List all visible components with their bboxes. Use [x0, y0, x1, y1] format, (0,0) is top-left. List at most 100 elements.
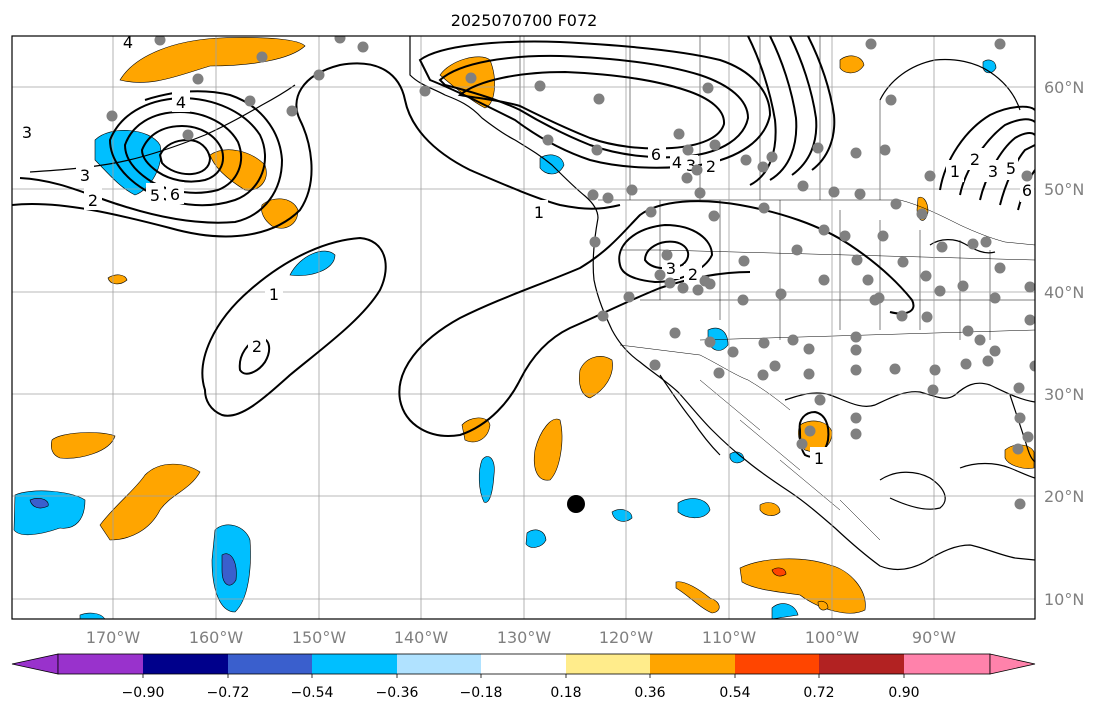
contour-line	[643, 240, 690, 270]
contour-line	[959, 118, 1035, 196]
station-dots	[106, 36, 1035, 510]
station-dot	[654, 269, 666, 281]
station-dot	[106, 110, 118, 122]
location-marker	[567, 495, 585, 513]
station-dot	[589, 236, 601, 248]
station-dot	[1014, 412, 1026, 424]
west-coast	[592, 217, 1035, 571]
station-dot	[927, 384, 939, 396]
colorbar-label: 0.90	[888, 685, 919, 701]
colorbar: −0.90 −0.72 −0.54 −0.36 −0.18 0.18 0.36 …	[11, 653, 1036, 701]
anomaly-blob	[579, 356, 613, 399]
colorbar-segment	[397, 654, 481, 674]
station-dot	[989, 345, 1001, 357]
station-dot	[704, 278, 716, 290]
station-dot	[704, 336, 716, 348]
lon-label: 110°W	[702, 628, 757, 647]
station-dot	[465, 72, 477, 84]
colorbar-label: 0.72	[803, 685, 834, 701]
station-dot	[154, 36, 166, 46]
station-dot	[934, 285, 946, 297]
station-dot	[591, 144, 603, 156]
anomaly-blob-strong	[771, 567, 787, 577]
contour-label: 2	[88, 191, 98, 210]
colorbar-label: 0.36	[634, 685, 665, 701]
contour-label: 6	[170, 185, 180, 204]
us-canada-border	[598, 199, 1035, 246]
colorbar-segment	[650, 654, 735, 674]
station-dot	[419, 85, 431, 97]
contour-line	[108, 96, 266, 207]
station-dot	[334, 36, 346, 44]
station-dot	[691, 164, 703, 176]
station-dot	[602, 192, 614, 204]
station-dot	[256, 51, 268, 63]
lon-label: 100°W	[805, 628, 860, 647]
station-dot	[994, 38, 1006, 50]
contour-label: 2	[252, 337, 262, 356]
baja	[659, 374, 721, 456]
station-dot	[313, 69, 325, 81]
station-dot	[803, 368, 815, 380]
lon-label: 170°W	[86, 628, 141, 647]
station-dot	[649, 359, 661, 371]
colorbar-segment	[735, 654, 819, 674]
station-dot	[877, 230, 889, 242]
contour-label: 3	[666, 259, 676, 278]
contour-label: 1	[534, 203, 544, 222]
station-dot	[921, 311, 933, 323]
station-dot	[828, 186, 840, 198]
station-dot	[929, 364, 941, 376]
station-dot	[673, 128, 685, 140]
lon-label: 120°W	[599, 628, 654, 647]
station-dot	[865, 38, 877, 50]
station-dot	[757, 369, 769, 381]
colorbar-label: 0.18	[550, 685, 581, 701]
station-dot	[896, 310, 908, 322]
station-dot	[924, 170, 936, 182]
contour-line	[19, 90, 284, 224]
contour-line	[618, 223, 714, 284]
station-dot	[626, 184, 638, 196]
contour-label: 3	[80, 166, 90, 185]
gulf-coast	[784, 382, 1035, 407]
contour-label: 3	[22, 123, 32, 142]
station-dot	[702, 82, 714, 94]
lat-label: 60°N	[1044, 78, 1084, 97]
anomaly-blob	[611, 509, 633, 522]
contour-label: 2	[706, 157, 716, 176]
canada-province-lines	[629, 36, 881, 200]
station-dot	[182, 129, 194, 141]
colorbar-label: −0.54	[291, 685, 334, 701]
lat-label: 20°N	[1044, 487, 1084, 506]
anomaly-blob	[759, 502, 781, 516]
map-background	[12, 36, 1035, 619]
anomaly-blob	[261, 198, 299, 229]
anomaly-blob	[525, 529, 547, 548]
contour-line	[769, 36, 798, 181]
station-dot	[791, 244, 803, 256]
lat-label: 10°N	[1044, 590, 1084, 609]
station-dot	[989, 292, 1001, 304]
state-lines	[620, 200, 1035, 341]
contour-line	[238, 336, 271, 375]
station-dot	[897, 256, 909, 268]
anomaly-blob	[79, 612, 106, 619]
station-dot	[645, 206, 657, 218]
anomaly-blob-strong	[29, 498, 49, 509]
hudson-bay	[879, 58, 1021, 111]
station-dot	[286, 105, 298, 117]
contour-label: 3	[988, 162, 998, 181]
colorbar-segment	[58, 654, 143, 674]
contour-label: 1	[814, 449, 824, 468]
anomaly-blob	[677, 498, 711, 519]
contour-line	[457, 70, 726, 150]
station-dot	[850, 428, 862, 440]
contour-label: 2	[688, 265, 698, 284]
cuba	[959, 462, 1035, 479]
colorbar-label: 0.54	[719, 685, 750, 701]
station-dot	[713, 367, 725, 379]
station-dot	[192, 73, 204, 85]
colorbar-segment	[143, 654, 228, 674]
